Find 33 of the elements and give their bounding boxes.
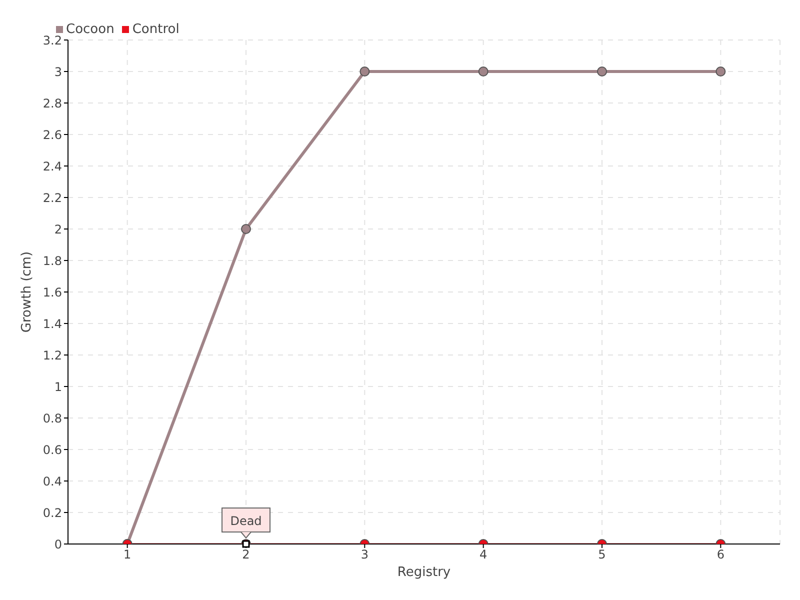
y-tick-label: 1.2 [42,348,62,362]
point [360,66,370,76]
point [597,66,607,76]
annotation: Dead [230,514,262,528]
x-tick-label: 5 [598,548,606,562]
y-tick-label: 0.2 [42,506,62,520]
y-tick-label: 1.8 [42,254,62,268]
x-tick-label: 2 [242,548,250,562]
x-tick-label: 4 [480,548,488,562]
y-tick-label: 2.4 [42,159,62,174]
y-tick-label: 0 [54,537,62,552]
y-tick-label: 3 [54,64,62,79]
y-tick-label: 1 [54,380,62,394]
y-tick-label: 2.8 [42,96,62,110]
y-tick-label: 0.6 [42,442,62,457]
legend-label: Cocoon [66,22,114,37]
y-tick-label: 1.6 [42,285,62,300]
y-tick-label: 2.6 [42,128,62,142]
x-tick-label: 1 [124,548,132,562]
point [241,224,251,234]
y-tick-label: 3.2 [42,33,62,48]
x-tick-label: 3 [360,548,368,562]
y-tick-label: 1.4 [42,316,62,331]
x-axis-title: Registry [397,565,451,580]
x-tick-label: 6 [716,548,724,562]
y-tick-label: 2 [54,222,62,236]
y-axis-title: Growth (cm) [20,251,35,333]
y-tick-label: 2.2 [42,190,62,205]
y-tick-label: 0.8 [42,411,62,426]
legend-label: Control [131,22,180,37]
point [478,66,488,76]
point [716,66,726,76]
y-tick-label: 0.4 [42,474,62,488]
